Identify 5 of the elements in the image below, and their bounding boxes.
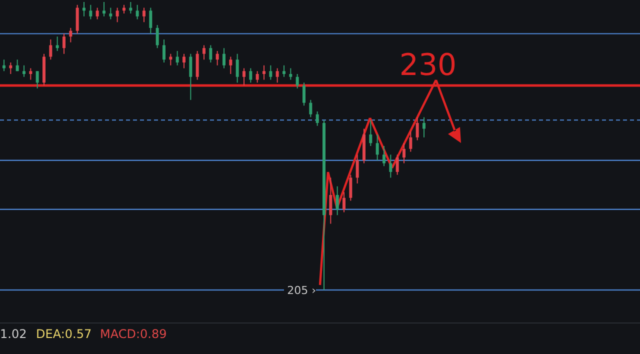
text: DEA:0.57 bbox=[36, 327, 92, 341]
text: 1.02 bbox=[0, 327, 27, 341]
annotation: 205 › bbox=[287, 284, 316, 297]
text: MACD:0.89 bbox=[100, 327, 167, 341]
annotation: 230 bbox=[399, 48, 457, 83]
